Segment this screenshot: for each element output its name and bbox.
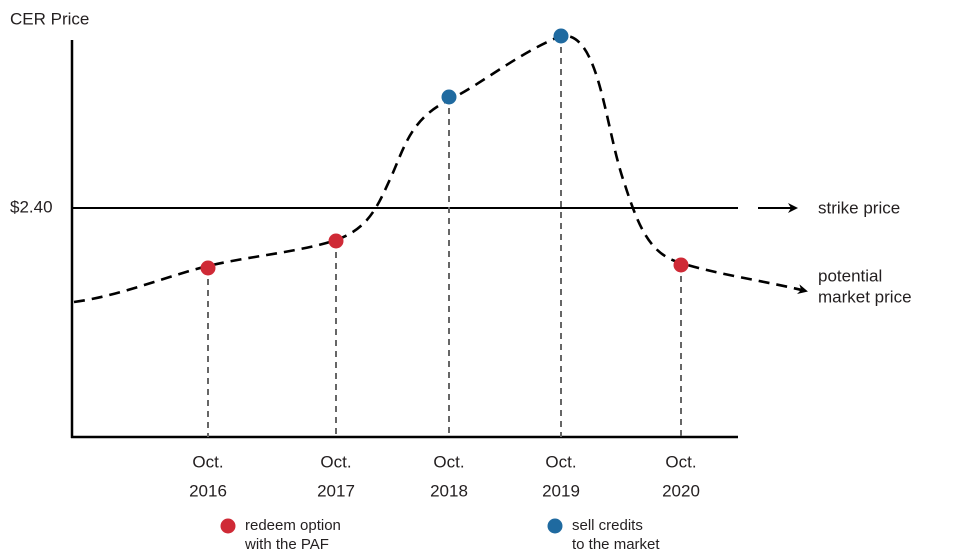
x-labels: Oct. 2016 Oct. 2017 Oct. 2018 Oct. 2019 Oct. 2020 [189, 452, 700, 500]
x-tick-label: 2020 [662, 481, 700, 500]
strike-tick: $2.40 [10, 197, 53, 216]
legend-label: sell credits [572, 517, 643, 534]
redeem-point [328, 233, 344, 249]
x-tick-label: Oct. [320, 452, 351, 471]
redeem-point [673, 257, 689, 273]
legend-swatch [547, 518, 563, 534]
price-curve [73, 34, 808, 304]
x-tick-label: Oct. [545, 452, 576, 471]
sell-point [441, 89, 457, 105]
legend-label: to the market [572, 536, 660, 553]
x-tick-label: Oct. [433, 452, 464, 471]
x-tick-label: Oct. [665, 452, 696, 471]
legend-swatch [220, 518, 236, 534]
market-label: potential [818, 266, 882, 285]
x-tick-label: Oct. [192, 452, 223, 471]
x-tick-label: 2019 [542, 481, 580, 500]
sell-point [553, 28, 569, 44]
market-label: market price [818, 287, 912, 306]
legend-label: redeem option [245, 517, 341, 534]
strike-label: strike price [818, 198, 900, 217]
legend: redeem option with the PAF sell credits to … [220, 517, 660, 553]
x-tick-label: 2017 [317, 481, 355, 500]
y-axis-label: CER Price [10, 9, 89, 28]
redeem-point [200, 260, 216, 276]
x-tick-label: 2016 [189, 481, 227, 500]
x-tick-label: 2018 [430, 481, 468, 500]
legend-label: with the PAF [244, 536, 329, 553]
